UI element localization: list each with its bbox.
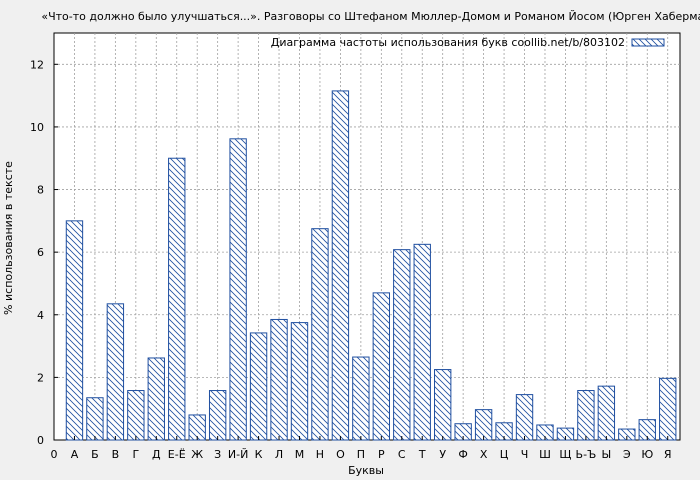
y-axis-label: % использования в тексте: [2, 161, 15, 315]
x-tick-label: Я: [664, 448, 672, 461]
y-tick-label: 12: [30, 58, 44, 71]
x-tick-label: Э: [623, 448, 631, 461]
legend-label: Диаграмма частоты использования букв coo…: [271, 36, 625, 49]
x-tick-label: Ф: [458, 448, 467, 461]
bar: [372, 292, 391, 441]
bar: [127, 390, 145, 441]
bar: [434, 369, 452, 441]
y-tick-label: 4: [37, 309, 44, 322]
bar: [474, 409, 493, 441]
x-origin-label: 0: [51, 448, 58, 461]
bar: [270, 318, 288, 441]
bar: [352, 356, 370, 441]
x-tick-label: Ы: [601, 448, 611, 461]
bar: [65, 220, 84, 441]
bar: [311, 228, 329, 441]
bar: [331, 90, 350, 441]
x-tick-label: Х: [480, 448, 488, 461]
x-tick-label: К: [255, 448, 263, 461]
x-tick-label: У: [439, 448, 446, 461]
x-tick-label: Р: [378, 448, 385, 461]
bar: [208, 390, 227, 441]
legend-swatch: [631, 38, 665, 47]
bar: [413, 243, 431, 441]
y-tick-label: 0: [37, 434, 44, 447]
x-tick-label: Т: [418, 448, 426, 461]
bar: [659, 377, 677, 441]
bar: [577, 390, 595, 441]
bar: [290, 322, 309, 441]
bar: [86, 397, 104, 441]
x-tick-label: Щ: [559, 448, 571, 461]
x-tick-label: Г: [132, 448, 139, 461]
bar: [168, 157, 186, 441]
x-tick-label: О: [336, 448, 345, 461]
bar: [249, 332, 268, 441]
bars: [65, 90, 677, 441]
x-tick-label: В: [112, 448, 120, 461]
x-tick-label: Ш: [539, 448, 551, 461]
x-tick-label: Ю: [641, 448, 653, 461]
x-tick-label: Б: [91, 448, 99, 461]
x-tick-label: М: [295, 448, 305, 461]
bar: [515, 394, 534, 441]
bar: [393, 249, 411, 441]
bar: [147, 357, 165, 441]
x-tick-label: А: [71, 448, 79, 461]
x-tick-label: Д: [152, 448, 161, 461]
x-tick-label: Л: [275, 448, 283, 461]
x-tick-label: С: [398, 448, 406, 461]
y-tick-label: 8: [37, 184, 44, 197]
x-tick-label: П: [357, 448, 365, 461]
y-tick-label: 6: [37, 246, 44, 259]
x-tick-label: Н: [316, 448, 324, 461]
bar: [106, 303, 125, 441]
x-tick-label: И-Й: [228, 448, 248, 461]
x-axis-ticks: 0 А Б В Г Д Е-Ё Ж З И-Й К Л М Н О П Р С Т У Ф Х Ц Ч Ш Щ Ь-Ъ Ы Э Ю Я: [51, 436, 672, 461]
x-tick-label: Ж: [191, 448, 203, 461]
x-tick-label: З: [214, 448, 221, 461]
bar: [597, 385, 616, 441]
x-tick-label: Ц: [500, 448, 509, 461]
y-tick-label: 2: [37, 371, 44, 384]
bar: [229, 138, 247, 441]
chart-title: «Что-то должно было улучшаться...». Разг…: [41, 10, 700, 23]
y-tick-label: 10: [30, 121, 44, 134]
x-axis-label: Буквы: [348, 464, 384, 477]
x-tick-label: Ч: [521, 448, 529, 461]
x-tick-label: Ь-Ъ: [576, 448, 597, 461]
y-axis-ticks: 0 2 4 6 8 10 12: [30, 58, 58, 447]
x-tick-label: Е-Ё: [168, 448, 186, 461]
legend: Диаграмма частоты использования букв coo…: [271, 36, 665, 49]
